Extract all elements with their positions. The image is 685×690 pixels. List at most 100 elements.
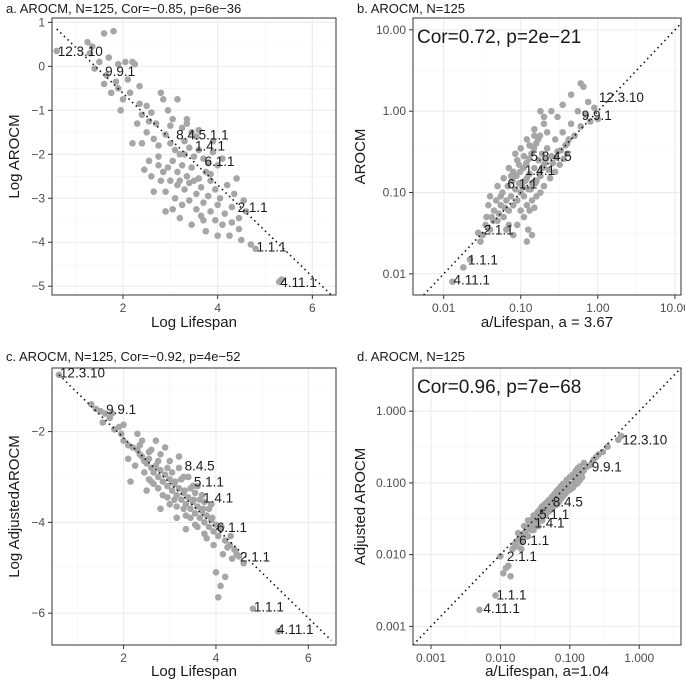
panel-c-point-label: 4.11.1: [277, 622, 314, 637]
panel-b-data-point: [560, 155, 567, 163]
panel-a-data-point: [214, 161, 221, 169]
panel-b-data-point: [517, 144, 525, 152]
panel-d-data-point: [617, 432, 625, 440]
panel-c-data-point: [99, 419, 107, 426]
panel-b-data-point: [528, 231, 536, 239]
panel-a-data-point: [176, 214, 184, 222]
panel-a-data-point: [117, 107, 124, 114]
panel-a-point-label: 12.3.10: [58, 44, 103, 59]
panel-d-plot-area: 12.3.109.9.1 8.4.55.1.11.4.1 6.1.12.1.1 1.1…: [413, 368, 681, 645]
panel-c-data-point: [159, 491, 167, 499]
panel-c-data-point: [249, 605, 257, 612]
panel-a-point-label: 9.9.1: [105, 64, 135, 79]
panel-b-data-point: [494, 182, 501, 190]
panel-a-data-point: [216, 194, 224, 202]
panel-d-fit-line: [413, 368, 681, 645]
panel-c-data-point: [175, 464, 183, 472]
panel-b-data-point: [551, 136, 559, 143]
panel-d-point-label: 1.4.1: [535, 516, 565, 531]
panel-a-data-point: [228, 219, 236, 226]
panel-c-point-label: 1.1.1: [254, 599, 284, 614]
panel-d-data-point: [578, 473, 586, 481]
panel-d-data-point: [505, 562, 512, 570]
panel-a-data-point: [207, 177, 214, 184]
panel-b-data-point: [482, 221, 489, 229]
panel-b-data-point: [546, 174, 554, 182]
panel-c-data-point: [205, 505, 213, 513]
panel-c-data-point: [150, 480, 157, 488]
panel-a-data-point: [223, 181, 231, 189]
panel-b-point-label: 6.1.1: [507, 176, 537, 191]
panel-a-data-point: [219, 221, 226, 228]
panel-c-data-point: [141, 469, 148, 476]
panel-c-data-point: [120, 421, 127, 429]
panel-b-data-point: [557, 147, 565, 154]
panel-a-data-point: [107, 89, 115, 97]
panel-a-data-point: [100, 30, 108, 37]
panel-b-frame: [412, 17, 682, 296]
panel-d-data-point: [580, 459, 588, 467]
panel-a-data-point: [124, 76, 132, 83]
panel-c-data-point: [228, 555, 236, 563]
panel-b-data-point: [542, 156, 549, 164]
panel-a-data-point: [197, 183, 205, 191]
panel-c-data-point: [150, 469, 157, 476]
panel-c-data-point: [117, 430, 125, 438]
panel-c-data-point: [154, 457, 162, 465]
panel-c-data-point: [221, 573, 229, 581]
panel-a-y-axis-label: Log AROCM: [6, 114, 23, 198]
panel-a-point-label: 8.4.5.1.1: [176, 128, 229, 143]
panel-a-data-point: [103, 71, 110, 79]
panel-a-data-point: [122, 58, 129, 66]
panel-c-data-point: [233, 550, 241, 558]
panel-c-data-point: [191, 510, 199, 517]
panel-b-data-point: [477, 238, 484, 245]
panel-b-title: b. AROCM, N=125: [357, 1, 465, 16]
panel-c-data-point: [173, 503, 180, 510]
panel-c-data-point: [164, 464, 171, 472]
panel-a-data-point: [152, 120, 160, 127]
panel-b-data-point: [531, 164, 538, 172]
panel-a-data-point: [181, 186, 188, 193]
panel-b-data-point: [503, 226, 510, 233]
panel-a-data-point: [188, 129, 195, 136]
panel-c-data-point: [218, 523, 225, 531]
panel-a-data-point: [200, 199, 207, 206]
panel-c-data-point: [203, 534, 210, 542]
panel-a-data-point: [235, 225, 243, 233]
panel-c-data-point: [196, 514, 204, 522]
panel-a-title: a. AROCM, N=125, Cor=−0.85, p=6e−36: [6, 1, 241, 16]
panel-c-data-point: [108, 410, 116, 417]
panel-c-data-point: [166, 500, 174, 508]
panel-c-point-label: 12.3.10: [60, 366, 105, 381]
panel-b-data-point: [559, 129, 566, 136]
panel-a-data-point: [155, 153, 162, 160]
panel-b-data-point: [524, 226, 532, 233]
panel-b-data-point: [543, 144, 551, 152]
panel-a-data-point: [190, 153, 198, 160]
panel-a: 12.3.109.9.1 8.4.5.1.11.4.16.1.1 2.1.1 1.1.…: [6, 1, 337, 331]
panel-b-data-point: [526, 142, 533, 149]
panel-c-data-point: [184, 494, 192, 501]
panel-c-data-point: [131, 462, 139, 469]
panel-d-point-label: 2.1.1: [507, 549, 537, 564]
panel-a-data-point: [197, 212, 205, 220]
panel-b-data-point: [526, 207, 533, 214]
panel-c-data-point: [175, 453, 183, 460]
panel-c-data-point: [171, 478, 179, 485]
panel-d-point-label: 6.1.1: [519, 533, 549, 548]
panel-a-data-point: [278, 276, 285, 283]
panel-c: 12.3.10 9.9.1 8.4.55.1.11.4.1 6.1.1 2.1.1 1.1…: [6, 349, 337, 680]
panel-c-point-label: 5.1.1: [194, 475, 224, 490]
panel-b-point-label: 5.8.4.5: [531, 149, 572, 164]
panel-c-data-point: [178, 475, 185, 483]
panel-c-x-tick-label: 4: [213, 651, 220, 665]
panel-d-data-point: [520, 522, 528, 530]
panel-b-data-point: [590, 104, 598, 112]
panel-c-data-point: [214, 532, 222, 540]
panel-a-data-point: [230, 190, 238, 198]
panel-b-data-point: [490, 207, 498, 214]
panel-d-data-point: [492, 592, 499, 599]
panel-a-data-point: [247, 241, 255, 248]
panel-d: 12.3.109.9.1 8.4.55.1.11.4.1 6.1.12.1.1 1.1…: [352, 349, 682, 680]
